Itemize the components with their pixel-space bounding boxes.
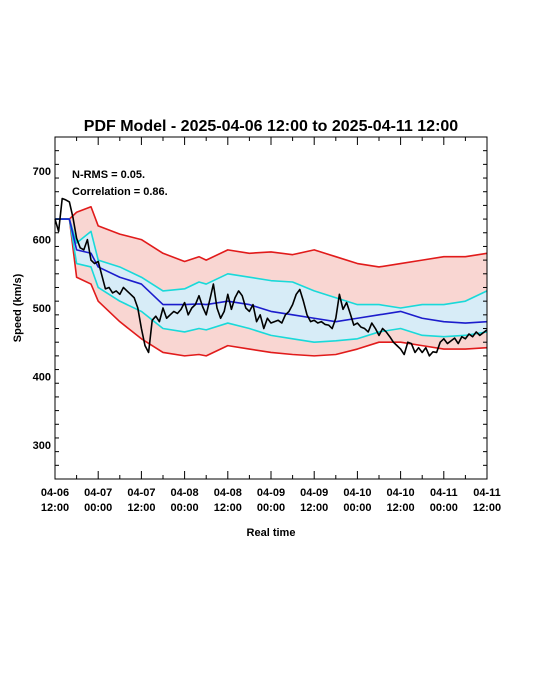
x-tick-label-time: 12:00 (127, 502, 155, 514)
chart-title: PDF Model - 2025-04-06 12:00 to 2025-04-… (84, 118, 459, 135)
median-line (55, 218, 488, 324)
x-tick-label-time: 00:00 (257, 502, 285, 514)
lower-band-line (55, 218, 488, 357)
x-tick-label-date: 04-06 (41, 487, 69, 499)
ticks-layer (54, 137, 488, 479)
x-tick-label-date: 04-11 (473, 487, 501, 499)
y-tick-label: 500 (33, 303, 51, 315)
y-tick-label: 700 (33, 166, 51, 178)
upper-band-line (55, 205, 488, 268)
y-tick-labels: 300 400 500 600 700 (33, 166, 51, 452)
x-tick-labels: 04-06 12:00 04-07 00:00 04-07 12:00 04-08 00:00… (41, 487, 501, 514)
y-tick-label: 300 (33, 440, 51, 452)
x-tick-label-time: 00:00 (84, 502, 112, 514)
x-tick-label-date: 04-10 (387, 487, 415, 499)
x-tick-label-time: 00:00 (430, 502, 458, 514)
y-tick-label: 400 (33, 371, 51, 383)
x-tick-label-time: 00:00 (171, 502, 199, 514)
x-tick-label-date: 04-11 (430, 487, 458, 499)
x-tick-label-date: 04-09 (300, 487, 328, 499)
lines-layer (54, 197, 488, 357)
upper-mid-line (55, 218, 488, 309)
x-tick-label-date: 04-07 (127, 487, 155, 499)
nrms-annotation: N-RMS = 0.05. (72, 169, 145, 181)
x-tick-label-time: 12:00 (214, 502, 242, 514)
x-tick-label-date: 04-07 (84, 487, 112, 499)
correlation-annotation: Correlation = 0.86. (72, 186, 168, 198)
lower-mid-line (55, 218, 488, 344)
x-tick-label-date: 04-10 (343, 487, 371, 499)
x-tick-label-time: 12:00 (41, 502, 69, 514)
x-tick-label-date: 04-09 (257, 487, 285, 499)
x-tick-label-date: 04-08 (214, 487, 242, 499)
x-tick-label-time: 12:00 (387, 502, 415, 514)
x-axis-label: Real time (247, 527, 296, 539)
y-axis-label: Speed (km/s) (12, 273, 24, 342)
x-tick-label-time: 12:00 (300, 502, 328, 514)
x-tick-label-time: 00:00 (343, 502, 371, 514)
observed-line (54, 197, 488, 357)
x-tick-label-time: 12:00 (473, 502, 501, 514)
y-tick-label: 600 (33, 235, 51, 247)
x-tick-label-date: 04-08 (171, 487, 199, 499)
